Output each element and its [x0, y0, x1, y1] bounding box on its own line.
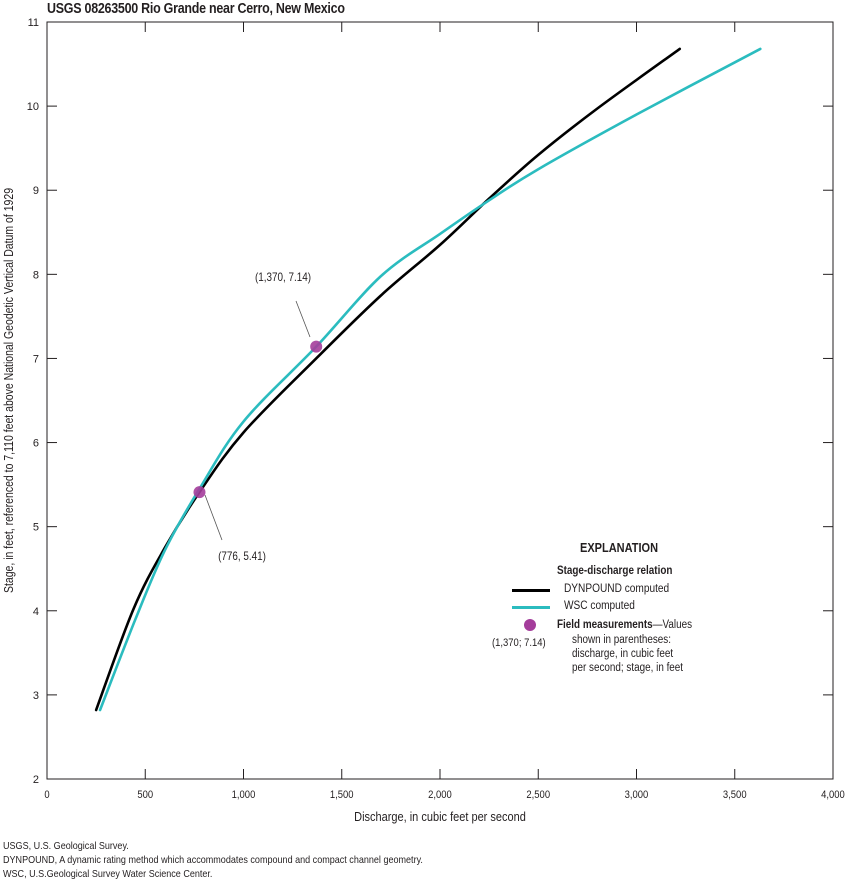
- legend-title: EXPLANATION: [580, 541, 659, 555]
- field-measurement-dot-icon: [524, 619, 536, 631]
- wsc-curve: [98, 47, 762, 712]
- x-tick-label: 4,000: [821, 789, 845, 801]
- x-tick-label: 1,500: [330, 789, 354, 801]
- x-axis-title: Discharge, in cubic feet per second: [354, 810, 526, 824]
- x-axis-ticks: 0 500 1,000 1,500 2,000 2,500 3,000 3,500 4,000: [44, 22, 845, 801]
- chart-title: USGS 08263500 Rio Grande near Cerro, New…: [47, 1, 345, 17]
- y-tick-label: 8: [33, 269, 39, 281]
- leader-line-776: [204, 494, 223, 541]
- y-axis-ticks: 2 3 4 5 6 7 8 9 10 11: [27, 17, 833, 786]
- legend-label-dynpound: DYNPOUND computed: [564, 583, 670, 595]
- x-tick-label: 2,500: [526, 789, 550, 801]
- legend-field-example: (1,370; 7.14): [492, 637, 546, 649]
- footnote-wsc: WSC, U.S.Geological Survey Water Science…: [3, 868, 213, 880]
- legend-label-field: Field measurements—Values: [557, 618, 692, 632]
- y-tick-label: 7: [33, 353, 39, 365]
- field-measurement-point: [310, 340, 323, 353]
- legend-field-line-2: discharge, in cubic feet: [572, 648, 674, 660]
- x-tick-label: 500: [137, 789, 153, 801]
- legend-field-line-3: per second; stage, in feet: [572, 662, 684, 674]
- dynpound-line-swatch: [512, 589, 550, 592]
- footnote-usgs: USGS, U.S. Geological Survey.: [3, 840, 129, 852]
- footnotes: USGS, U.S. Geological Survey. DYNPOUND, …: [3, 839, 423, 881]
- leader-line-1370: [295, 300, 311, 338]
- field-label-rest: —Values: [652, 619, 693, 631]
- x-tick-label: 1,000: [232, 789, 256, 801]
- callout-776: (776, 5.41): [218, 550, 266, 563]
- y-tick-label: 5: [33, 522, 39, 534]
- x-tick-label: 2,000: [428, 789, 452, 801]
- x-tick-label: 3,500: [723, 789, 747, 801]
- y-tick-label: 2: [33, 774, 39, 786]
- legend-label-wsc: WSC computed: [564, 600, 635, 612]
- wsc-line-swatch: [512, 606, 550, 609]
- y-tick-label: 10: [27, 101, 39, 113]
- legend-field-line-1: shown in parentheses:: [572, 634, 671, 646]
- y-tick-label: 6: [33, 438, 39, 450]
- callout-1370: (1,370, 7.14): [255, 271, 311, 284]
- legend-subtitle: Stage-discharge relation: [557, 565, 673, 577]
- footnote-dynpound: DYNPOUND, A dynamic rating method which …: [3, 854, 423, 866]
- plot-axes: [46, 21, 834, 780]
- y-tick-label: 11: [28, 17, 39, 29]
- field-measurement-point: [193, 486, 206, 499]
- y-tick-label: 9: [33, 185, 39, 197]
- data-series: [94, 47, 762, 712]
- x-tick-label: 0: [44, 789, 50, 801]
- y-axis-title: Stage, in feet, referenced to 7,110 feet…: [3, 188, 16, 593]
- plot-frame: [46, 21, 834, 780]
- x-tick-label: 3,000: [625, 789, 649, 801]
- callouts: (1,370, 7.14) (776, 5.41): [204, 271, 311, 563]
- field-label-bold: Field measurements: [557, 619, 653, 631]
- y-tick-label: 3: [33, 690, 39, 702]
- dynpound-curve: [94, 47, 682, 712]
- y-tick-label: 4: [33, 606, 39, 618]
